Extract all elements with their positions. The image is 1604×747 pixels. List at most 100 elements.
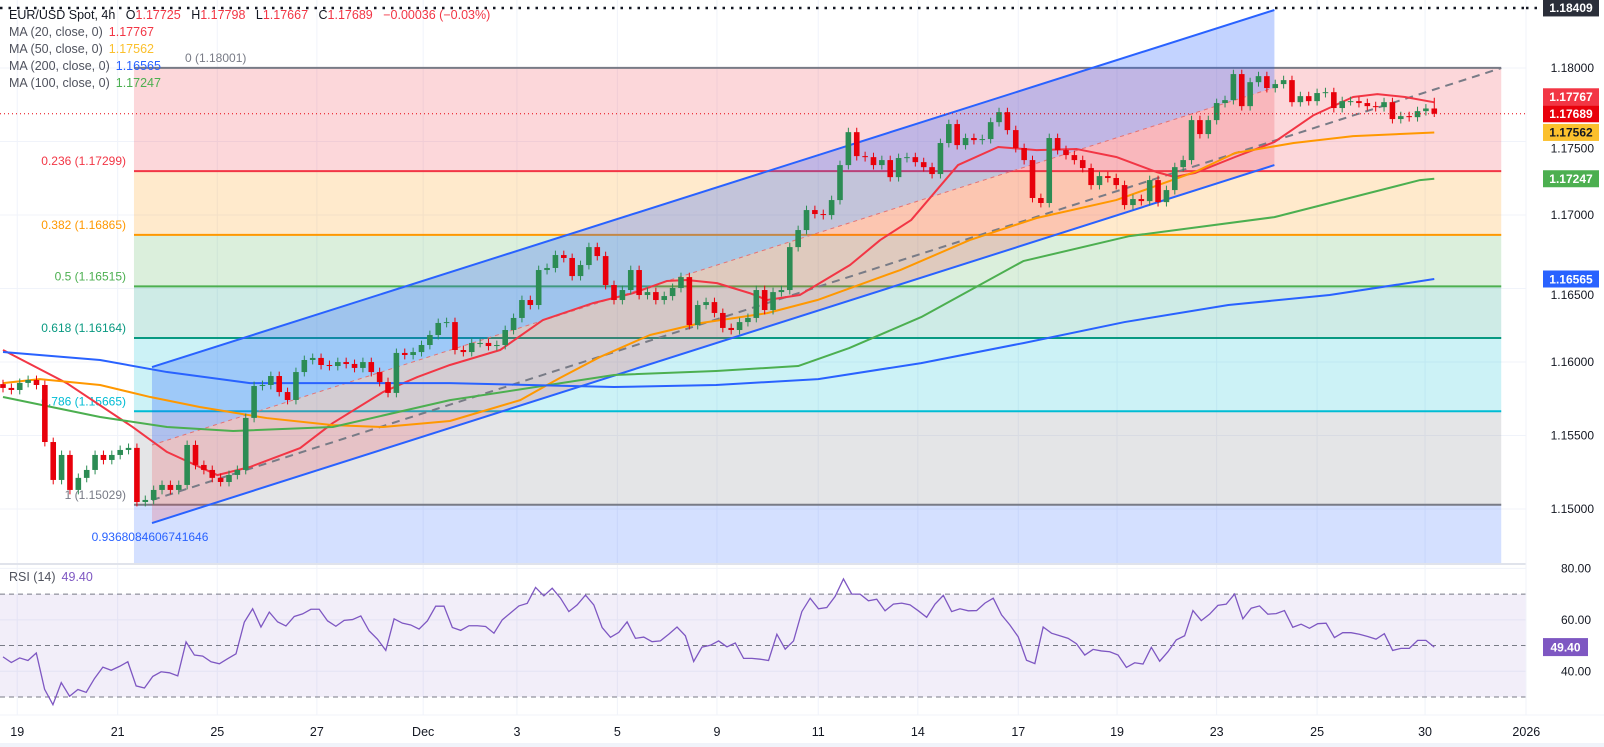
candle-up xyxy=(309,353,316,365)
candle-down xyxy=(1331,87,1337,113)
candle-body xyxy=(1121,185,1128,206)
rsi-pane[interactable] xyxy=(0,577,1526,707)
candle-body xyxy=(1213,103,1220,121)
candle-down xyxy=(1021,143,1027,165)
candle-down xyxy=(67,450,73,495)
candle-body xyxy=(268,376,274,385)
candle-down xyxy=(820,209,827,220)
candle-body xyxy=(795,230,801,248)
ma20-legend[interactable]: MA (20, close, 0) 1.17767 xyxy=(9,24,490,41)
candle-up xyxy=(1314,88,1320,106)
candle-down xyxy=(594,242,601,261)
candle-body xyxy=(468,342,475,353)
candle-up xyxy=(1230,69,1237,105)
time-tick-label: 2026 xyxy=(1512,725,1540,739)
candle-up xyxy=(795,225,801,252)
price-badge: 1.18409 xyxy=(1543,0,1599,17)
candle-up xyxy=(946,119,952,148)
time-tick-label: 11 xyxy=(812,725,825,739)
candle-body xyxy=(360,362,366,368)
candle-body xyxy=(619,290,626,301)
candle-up xyxy=(1297,91,1304,107)
moving-average-line[interactable] xyxy=(2,177,1435,432)
candle-body xyxy=(678,277,684,288)
fib-retracement[interactable]: 0 (1.18001) 0.236 (1.17299) 0.382 (1.16865… xyxy=(41,51,1502,563)
candle-body xyxy=(653,292,659,301)
candle-up xyxy=(979,134,986,145)
time-tick-label: 23 xyxy=(1210,725,1224,739)
ma-label: MA (200, close, 0) xyxy=(9,59,110,73)
candle-body xyxy=(460,350,467,353)
candle-up xyxy=(502,325,508,350)
price-badge: 1.17562 xyxy=(1543,123,1599,141)
candle-body xyxy=(1230,74,1237,101)
candle-body xyxy=(686,277,693,326)
candle-body xyxy=(418,345,425,353)
candle-body xyxy=(1079,160,1086,169)
candle-body xyxy=(1406,116,1412,118)
rsi-value: 49.40 xyxy=(61,570,93,584)
candle-up xyxy=(1188,115,1195,165)
candle-body xyxy=(853,132,860,157)
price-badge-bg xyxy=(1543,270,1599,288)
candle-body xyxy=(435,322,442,336)
candle-up xyxy=(360,357,366,373)
time-axis[interactable] xyxy=(0,715,1604,747)
candle-up xyxy=(644,287,651,300)
candle-down xyxy=(1071,150,1078,165)
candle-up xyxy=(58,450,65,485)
candle-down xyxy=(1054,133,1061,155)
candle-body xyxy=(209,469,216,478)
candle-body xyxy=(83,469,90,478)
candle-body xyxy=(971,138,977,141)
moving-average-line[interactable] xyxy=(2,278,1435,389)
candle-body xyxy=(753,290,760,318)
candle-body xyxy=(895,158,902,178)
candle-down xyxy=(33,375,40,390)
candle-down xyxy=(1063,145,1069,160)
candle-down xyxy=(276,371,283,397)
candle-body xyxy=(527,300,534,306)
candle-up xyxy=(753,285,760,323)
fib-level-label: 0.236 (1.17299) xyxy=(41,154,126,168)
candle-down xyxy=(929,162,935,179)
candle-body xyxy=(736,322,743,331)
candle-up xyxy=(16,378,23,395)
high-label: H xyxy=(191,8,201,22)
candle-down xyxy=(1389,97,1396,124)
price-badge-label: 1.17689 xyxy=(1549,107,1593,121)
candle-down xyxy=(209,465,216,483)
candle-down xyxy=(100,450,107,465)
ma50-legend[interactable]: MA (50, close, 0) 1.17562 xyxy=(9,41,490,58)
candle-down xyxy=(452,317,458,355)
candle-up xyxy=(519,295,525,323)
candle-up xyxy=(669,283,676,301)
candle-down xyxy=(201,460,207,475)
candle-body xyxy=(1105,176,1111,179)
ma200-legend[interactable]: MA (200, close, 0) 1.16565 xyxy=(9,58,490,75)
candle-up xyxy=(661,291,668,305)
candle-body xyxy=(577,265,584,277)
time-tick-label: 19 xyxy=(10,725,24,739)
fib-zone xyxy=(133,234,1502,287)
ma100-legend[interactable]: MA (100, close, 0) 1.17247 xyxy=(9,75,490,92)
candle-body xyxy=(1029,160,1036,199)
fib-extra-label: 0.9368084606741646 xyxy=(92,530,209,544)
symbol-title[interactable]: EUR/USD Spot, 4h xyxy=(9,8,116,22)
time-tick-label: 17 xyxy=(1011,725,1025,739)
candle-body xyxy=(720,312,726,328)
candle-down xyxy=(1088,163,1094,190)
candle-up xyxy=(703,297,709,310)
candle-down xyxy=(711,297,718,318)
change-value: −0.00036 (−0.03%) xyxy=(383,8,491,22)
candle-body xyxy=(912,157,919,163)
candle-body xyxy=(611,285,617,301)
fib-level-label: 1 (1.15029) xyxy=(65,488,126,502)
candle-down xyxy=(460,345,467,357)
fib-level-label: 0.786 (1.15665) xyxy=(41,394,126,408)
moving-average-line[interactable] xyxy=(2,131,1435,429)
candle-body xyxy=(560,255,567,258)
rsi-legend[interactable]: RSI (14) 49.40 xyxy=(9,570,93,584)
